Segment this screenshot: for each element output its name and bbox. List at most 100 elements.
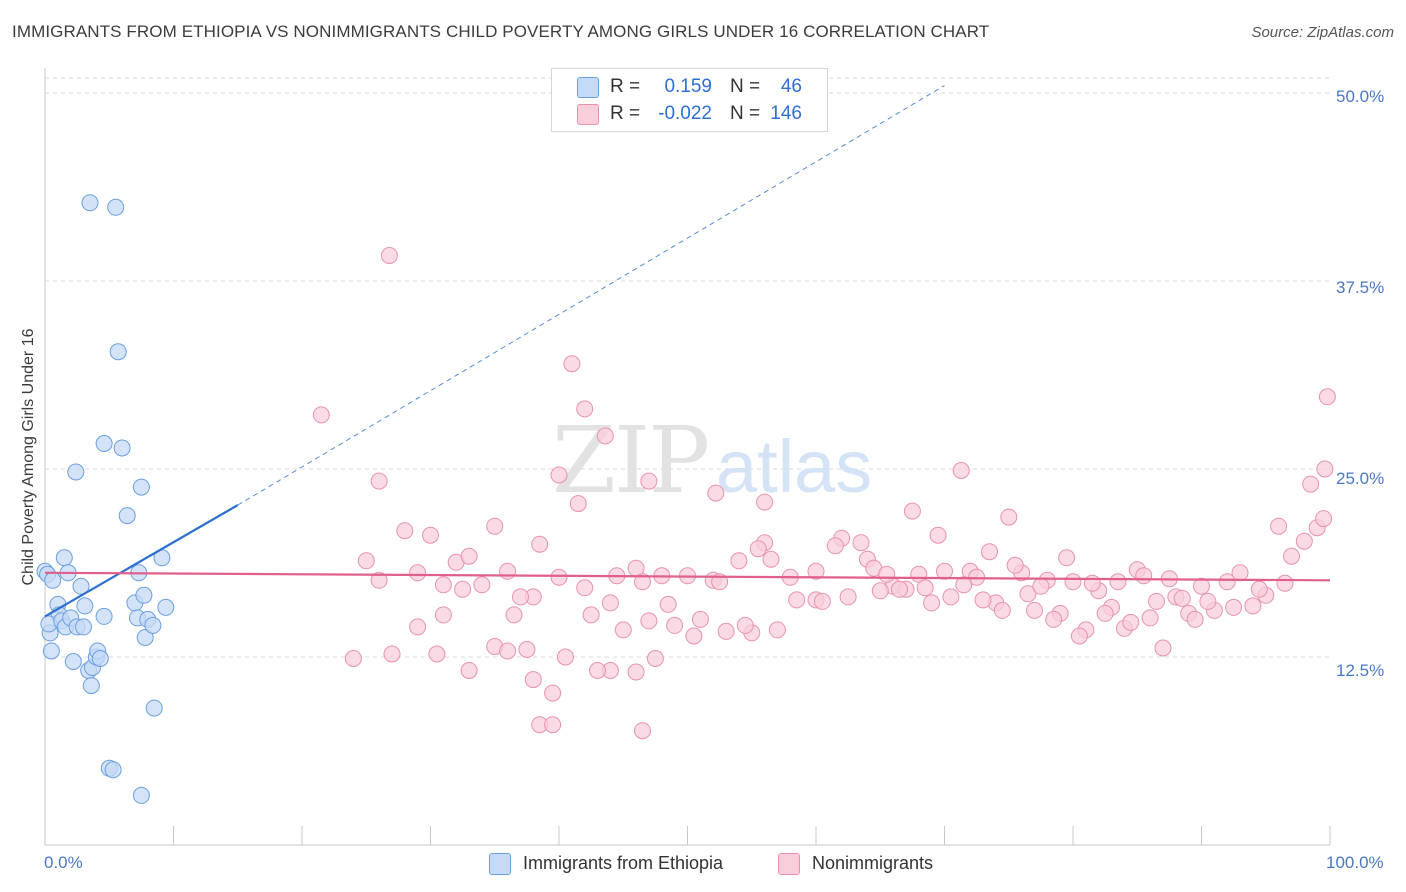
nonimmigrant-point-134 xyxy=(749,540,767,558)
nonimmigrant-point-1 xyxy=(563,355,581,373)
nonimmigrant-point-15 xyxy=(1316,460,1334,478)
series-nonimmigrants xyxy=(312,247,1336,740)
nonimmigrant-point-50 xyxy=(422,526,439,544)
ethiopia-point-38 xyxy=(144,616,162,634)
nonimmigrant-point-48 xyxy=(473,576,491,594)
nonimmigrant-point-131 xyxy=(640,612,658,630)
nonimmigrant-point-70 xyxy=(691,610,709,628)
y-axis-title: Child Poverty Among Girls Under 16 xyxy=(20,328,37,586)
nonimmigrant-point-149 xyxy=(1186,610,1204,628)
nonimmigrant-point-92 xyxy=(1218,573,1236,591)
nonimmigrant-point-102 xyxy=(1096,604,1114,622)
chart-title: IMMIGRANTS FROM ETHIOPIA VS NONIMMIGRANT… xyxy=(12,22,990,41)
trendlines xyxy=(44,85,1331,618)
nonimmigrant-point-38 xyxy=(730,552,748,570)
nonimmigrant-point-132 xyxy=(666,616,684,634)
ethiopia-point-17 xyxy=(75,618,92,636)
nonimmigrant-point-10 xyxy=(952,462,970,479)
ethiopia-point-8 xyxy=(72,577,90,595)
nonimmigrant-point-89 xyxy=(634,722,651,740)
ethiopia-point-39 xyxy=(145,699,163,717)
nonimmigrant-point-43 xyxy=(601,594,619,612)
nonimmigrant-point-103 xyxy=(1070,627,1088,645)
chart-source: Source: ZipAtlas.com xyxy=(1251,24,1394,41)
y-tick-label-12-5: 12.5% xyxy=(1336,661,1385,680)
nonimmigrant-point-77 xyxy=(974,591,992,609)
nonimmigrant-point-13 xyxy=(1283,547,1300,565)
nonimmigrant-point-123 xyxy=(512,588,529,606)
nonimmigrant-point-61 xyxy=(434,606,452,624)
nonimmigrant-point-76 xyxy=(923,594,941,612)
nonimmigrant-point-136 xyxy=(852,534,870,552)
nonimmigrant-point-105 xyxy=(1019,585,1037,603)
nonimmigrant-point-129 xyxy=(518,641,536,658)
nonimmigrant-point-99 xyxy=(1173,589,1191,607)
ethiopia-point-28 xyxy=(109,343,127,361)
n-label: N = xyxy=(730,103,761,124)
nonimmigrant-point-52 xyxy=(370,571,388,589)
y-tick-label-50: 50.0% xyxy=(1336,87,1385,106)
nonimmigrant-point-17 xyxy=(1295,532,1313,550)
nonimmigrant-point-94 xyxy=(1276,574,1294,592)
ethiopia-point-29 xyxy=(113,439,131,457)
ethiopia-point-44 xyxy=(132,786,150,804)
nonimmigrant-point-88 xyxy=(544,716,562,734)
nonimmigrant-point-20 xyxy=(1193,577,1210,595)
nonimmigrant-point-2 xyxy=(576,400,594,418)
stats-swatch-nonimmigrants xyxy=(577,104,599,125)
ethiopia-point-26 xyxy=(95,435,113,452)
y-tick-label-25: 25.0% xyxy=(1336,469,1385,488)
nonimmigrant-point-85 xyxy=(1244,597,1262,615)
legend-item-nonimmigrants[interactable]: Nonimmigrants xyxy=(778,850,968,878)
ethiopia-point-7 xyxy=(64,653,82,670)
ethiopia-point-19 xyxy=(82,677,100,695)
n-value-nonimmigrants: 146 xyxy=(770,103,802,124)
nonimmigrant-point-0 xyxy=(380,247,398,264)
nonimmigrant-point-98 xyxy=(1199,592,1217,610)
nonimmigrant-point-125 xyxy=(454,580,472,598)
x-tick-label-0: 0.0% xyxy=(44,853,83,872)
legend-label-nonimmigrants: Nonimmigrants xyxy=(812,853,934,873)
x-tick-label-100: 100.0% xyxy=(1326,853,1384,872)
nonimmigrant-point-146 xyxy=(1109,573,1127,591)
nonimmigrant-point-58 xyxy=(409,618,427,636)
nonimmigrant-point-101 xyxy=(1122,613,1140,631)
nonimmigrant-point-138 xyxy=(903,502,921,520)
nonimmigrant-point-135 xyxy=(826,537,844,555)
legend: Immigrants from Ethiopia Nonimmigrants xyxy=(0,850,1406,878)
svg-text:atlas: atlas xyxy=(716,425,872,508)
nonimmigrant-point-137 xyxy=(878,565,896,583)
nonimmigrant-point-45 xyxy=(550,568,568,586)
legend-swatch-nonimmigrants xyxy=(778,853,800,875)
nonimmigrant-point-35 xyxy=(807,562,825,580)
ethiopia-point-41 xyxy=(157,598,175,616)
n-value-ethiopia: 46 xyxy=(780,76,802,97)
axes xyxy=(44,68,1331,846)
nonimmigrant-point-93 xyxy=(1250,580,1268,598)
nonimmigrant-point-108 xyxy=(942,588,960,606)
nonimmigrant-point-90 xyxy=(589,662,606,679)
legend-item-ethiopia[interactable]: Immigrants from Ethiopia xyxy=(489,850,759,878)
nonimmigrant-point-95 xyxy=(1302,475,1320,493)
nonimmigrant-point-72 xyxy=(768,621,786,639)
nonimmigrant-point-145 xyxy=(1083,574,1101,592)
nonimmigrant-point-54 xyxy=(531,535,549,553)
nonimmigrant-point-11 xyxy=(1000,508,1018,526)
nonimmigrant-point-82 xyxy=(1154,639,1172,657)
ethiopia-trend-extension xyxy=(237,85,945,506)
nonimmigrant-point-4 xyxy=(312,406,330,424)
nonimmigrant-point-100 xyxy=(1148,592,1165,610)
r-label: R = xyxy=(610,76,641,97)
nonimmigrant-point-66 xyxy=(556,648,574,666)
nonimmigrant-point-141 xyxy=(981,543,998,561)
nonimmigrant-point-25 xyxy=(1064,573,1082,591)
nonimmigrant-point-51 xyxy=(396,522,414,540)
ethiopia-trend-line xyxy=(44,504,239,618)
nonimmigrant-point-30 xyxy=(936,562,953,580)
r-label: R = xyxy=(610,103,641,124)
ethiopia-point-2 xyxy=(44,571,62,589)
nonimmigrant-point-119 xyxy=(659,595,677,613)
nonimmigrant-point-116 xyxy=(736,616,754,634)
nonimmigrant-point-18 xyxy=(1270,517,1288,535)
nonimmigrant-point-53 xyxy=(357,552,375,570)
